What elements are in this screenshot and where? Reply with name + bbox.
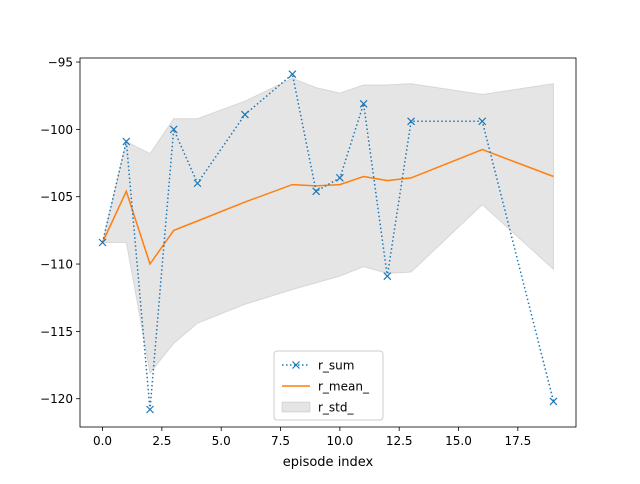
- r-sum-marker: [335, 173, 344, 182]
- y-tick-label: −120: [40, 392, 73, 406]
- axes-frame: [79, 57, 577, 428]
- r-sum-marker: [549, 397, 558, 406]
- r-sum-marker: [407, 117, 415, 126]
- plot-area: [98, 70, 558, 414]
- legend-label: r_sum: [318, 359, 354, 373]
- x-tick-label: 17.5: [504, 434, 531, 448]
- x-tick-label: 15.0: [445, 434, 472, 448]
- x-tick-label: 7.5: [271, 434, 290, 448]
- r-sum-marker: [478, 117, 487, 126]
- legend-swatch-r-std: [281, 401, 311, 413]
- y-axis: −120 −115 −110 −105 −100 −95: [40, 56, 80, 406]
- r-sum-marker: [122, 137, 131, 146]
- x-tick-label: 12.5: [386, 434, 413, 448]
- legend-marker-r-sum: [292, 361, 300, 369]
- y-tick-label: −110: [40, 258, 73, 272]
- y-tick-label: −100: [40, 123, 73, 137]
- x-tick-label: 10.0: [327, 434, 354, 448]
- r-sum-marker: [312, 187, 321, 196]
- r-sum-marker: [359, 99, 368, 108]
- r-sum-marker: [193, 179, 202, 188]
- x-tick-label: 2.5: [152, 434, 171, 448]
- r-sum-marker: [169, 125, 178, 134]
- x-axis-label: episode index: [283, 455, 374, 470]
- y-tick-label: −115: [40, 325, 73, 339]
- r-sum-marker: [98, 238, 107, 247]
- r-sum-marker: [288, 70, 297, 79]
- x-axis: 0.0 2.5 5.0 7.5 10.0 12.5 15.0 17.5: [93, 427, 531, 448]
- r-sum-marker: [146, 405, 154, 414]
- legend-label: r_std_: [318, 401, 355, 415]
- legend-label: r_mean_: [318, 380, 370, 394]
- x-tick-label: 5.0: [212, 434, 231, 448]
- r-mean-line: [101, 148, 554, 266]
- r-sum-marker: [383, 272, 392, 281]
- r-sum-marker: [241, 110, 249, 119]
- x-tick-label: 0.0: [93, 434, 112, 448]
- y-tick-label: −95: [48, 56, 73, 70]
- y-tick-label: −105: [40, 190, 73, 204]
- legend-box: [273, 350, 384, 421]
- legend: r_sum r_mean_ r_std_: [273, 350, 384, 421]
